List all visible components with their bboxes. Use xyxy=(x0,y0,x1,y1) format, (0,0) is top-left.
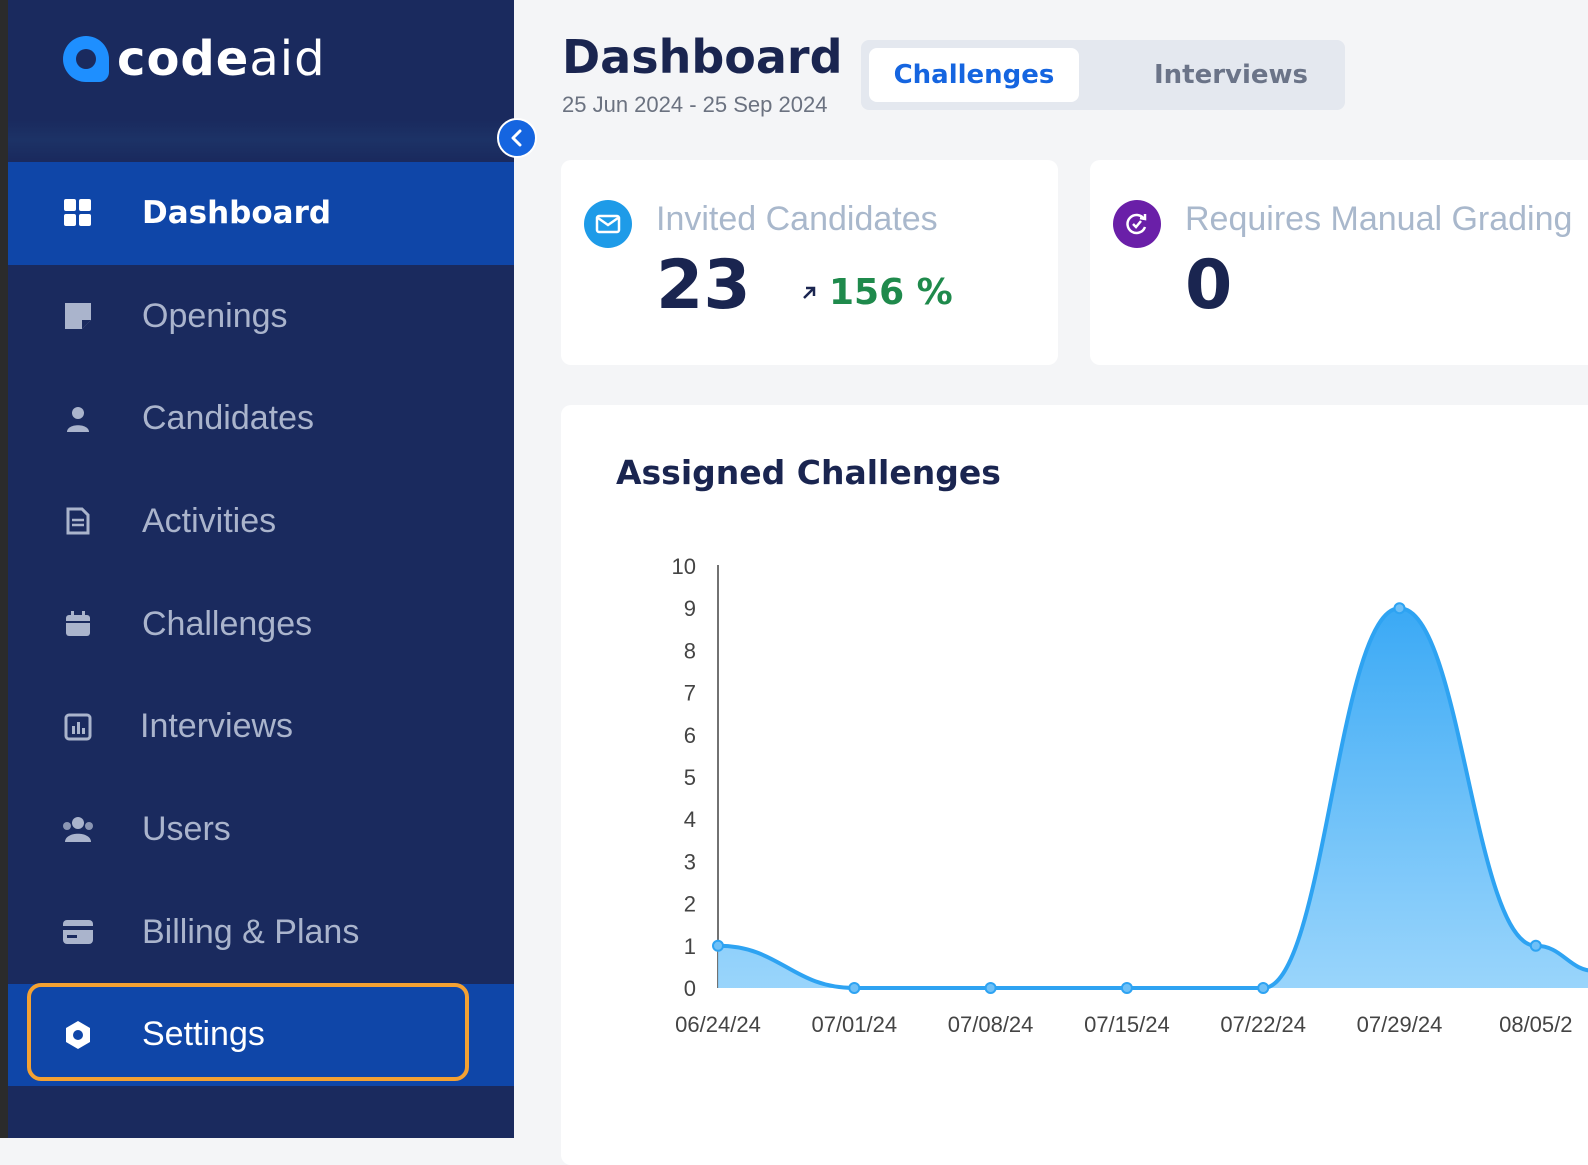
y-tick-label: 4 xyxy=(684,807,696,832)
sidebar-item-label: Settings xyxy=(142,1015,265,1054)
sidebar-item-challenges[interactable]: Challenges xyxy=(8,573,514,676)
sidebar: codeaid Dashboard Openings Candidates A xyxy=(8,0,514,1138)
document-icon xyxy=(60,503,96,539)
assigned-challenges-chart: 0 1 2 3 4 5 6 7 8 9 10 06/24/24 07/01/24 07/08/24 07/… xyxy=(672,554,1588,1037)
assigned-challenges-card: Assigned Challenges 0 1 2 3 4 5 6 7 8 9 10 06/24/2… xyxy=(561,405,1588,1165)
dashboard-grid-icon xyxy=(60,195,96,231)
stat-value: 0 xyxy=(1185,246,1233,325)
date-range[interactable]: 25 Jun 2024 - 25 Sep 2024 xyxy=(562,92,828,117)
change-value: 156 % xyxy=(829,272,953,313)
y-tick-label: 2 xyxy=(684,892,696,917)
y-tick-label: 10 xyxy=(672,554,696,579)
mail-icon xyxy=(584,200,632,248)
logo-mark-icon xyxy=(63,36,109,82)
sidebar-item-label: Users xyxy=(142,809,231,848)
sidebar-item-openings[interactable]: Openings xyxy=(8,265,514,368)
chart-title: Assigned Challenges xyxy=(616,453,1001,492)
person-icon xyxy=(60,401,96,437)
sidebar-item-settings[interactable]: Settings xyxy=(8,983,514,1087)
sidebar-item-label: Challenges xyxy=(142,604,313,643)
sidebar-item-candidates[interactable]: Candidates xyxy=(8,367,514,470)
view-tabs: Challenges Interviews xyxy=(861,40,1345,110)
sidebar-item-label: Dashboard xyxy=(142,195,332,232)
data-point[interactable] xyxy=(984,982,997,994)
stat-label: Requires Manual Grading xyxy=(1185,200,1573,238)
sidebar-divider xyxy=(8,120,514,160)
x-tick-label: 07/22/24 xyxy=(1220,1012,1306,1037)
tab-challenges[interactable]: Challenges xyxy=(869,48,1079,102)
y-tick-label: 8 xyxy=(684,638,696,663)
x-tick-label: 07/15/24 xyxy=(1084,1012,1170,1037)
y-tick-label: 1 xyxy=(684,934,696,959)
window-edge xyxy=(0,0,8,1138)
data-point[interactable] xyxy=(1393,602,1406,615)
sidebar-item-billing[interactable]: Billing & Plans xyxy=(8,881,514,984)
y-tick-label: 3 xyxy=(684,849,696,874)
logo-text: codeaid xyxy=(117,31,326,87)
sidebar-item-label: Openings xyxy=(142,296,288,335)
arrow-up-right-icon xyxy=(801,279,817,307)
y-tick-label: 7 xyxy=(684,681,696,706)
refresh-check-icon xyxy=(1113,200,1161,248)
x-tick-label: 06/24/24 xyxy=(675,1012,761,1037)
y-tick-label: 5 xyxy=(684,765,696,790)
x-tick-label: 07/29/24 xyxy=(1357,1012,1443,1037)
sticky-note-icon xyxy=(60,298,96,334)
y-tick-label: 6 xyxy=(684,723,696,748)
sidebar-item-label: Candidates xyxy=(142,399,315,438)
data-point[interactable] xyxy=(712,939,724,952)
tab-interviews[interactable]: Interviews xyxy=(1153,60,1309,90)
data-point[interactable] xyxy=(1120,982,1133,994)
bar-chart-icon xyxy=(60,709,96,745)
sidebar-item-label: Interviews xyxy=(140,707,294,746)
main-content: Dashboard 25 Jun 2024 - 25 Sep 2024 Chal… xyxy=(514,0,1588,1165)
sidebar-item-activities[interactable]: Activities xyxy=(8,470,514,573)
data-point[interactable] xyxy=(1257,982,1270,994)
y-tick-label: 9 xyxy=(684,596,696,621)
chart-area xyxy=(718,608,1588,989)
credit-card-icon xyxy=(60,914,96,950)
y-tick-label: 0 xyxy=(684,976,696,1001)
page-title: Dashboard xyxy=(562,30,843,84)
stat-value: 23 xyxy=(656,246,751,325)
gear-icon xyxy=(60,1017,96,1053)
x-tick-label: 07/01/24 xyxy=(811,1012,897,1037)
sidebar-item-interviews[interactable]: Interviews xyxy=(8,675,514,778)
sidebar-nav: Dashboard Openings Candidates Activities… xyxy=(8,162,514,1087)
sidebar-item-users[interactable]: Users xyxy=(8,778,514,881)
calendar-icon xyxy=(60,606,96,642)
collapse-sidebar-button[interactable] xyxy=(497,118,537,158)
stat-label: Invited Candidates xyxy=(656,200,938,238)
sidebar-item-label: Billing & Plans xyxy=(142,912,360,951)
x-tick-label: 07/08/24 xyxy=(948,1012,1034,1037)
invited-candidates-card[interactable]: Invited Candidates 23 156 % xyxy=(561,160,1058,365)
codeaid-logo[interactable]: codeaid xyxy=(63,34,326,84)
data-point[interactable] xyxy=(848,982,861,994)
sidebar-item-dashboard[interactable]: Dashboard xyxy=(8,162,514,265)
chevron-left-icon xyxy=(511,129,522,147)
sidebar-item-label: Activities xyxy=(142,501,277,540)
change-badge: 156 % xyxy=(801,272,953,313)
x-tick-label: 08/05/2 xyxy=(1499,1012,1572,1037)
manual-grading-card[interactable]: Requires Manual Grading 0 xyxy=(1090,160,1588,365)
data-point[interactable] xyxy=(1529,939,1542,952)
users-icon xyxy=(60,811,96,847)
